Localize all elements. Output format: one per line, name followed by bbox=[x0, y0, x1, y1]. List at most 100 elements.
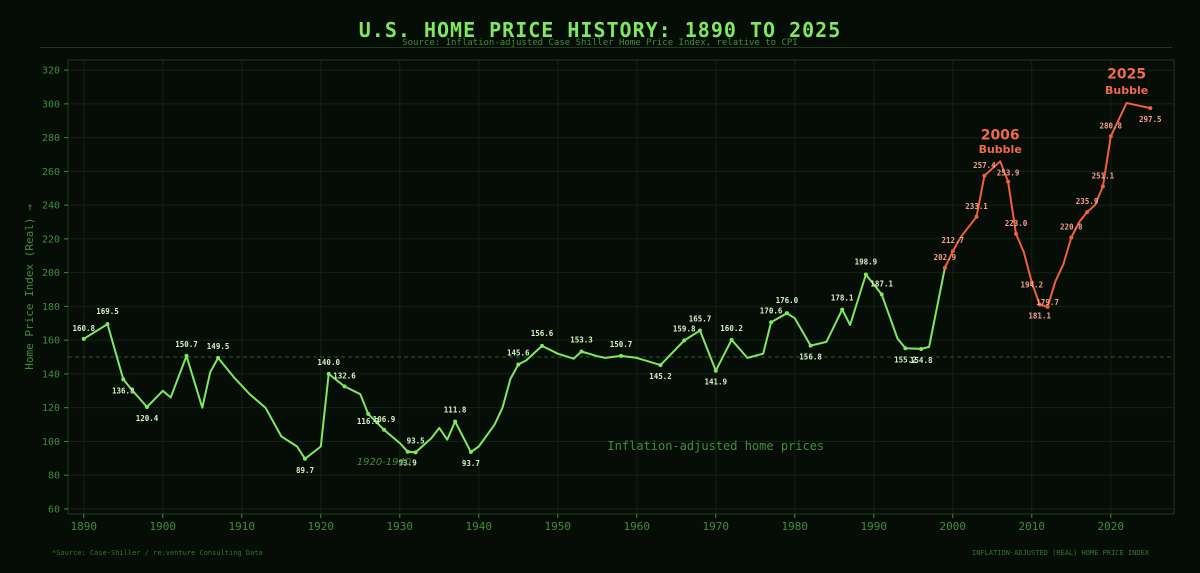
y-tick-label: 140 bbox=[42, 369, 60, 380]
footer-source: *Source: Case-Shiller / re:venture Consu… bbox=[52, 549, 263, 557]
data-label: 150.7 bbox=[175, 340, 198, 349]
data-label: 132.6 bbox=[333, 371, 356, 380]
bubble-year-label: 2025 bbox=[1107, 67, 1146, 83]
data-label: 120.4 bbox=[136, 414, 159, 423]
x-tick-label: 1890 bbox=[71, 520, 98, 533]
data-point bbox=[1108, 134, 1113, 139]
series-line-normal bbox=[82, 266, 946, 460]
era-label: 1920-1940 bbox=[357, 457, 412, 468]
data-point bbox=[382, 427, 386, 432]
x-tick-label: 2010 bbox=[1019, 520, 1046, 533]
data-label: 150.7 bbox=[610, 340, 633, 349]
header-divider bbox=[40, 47, 1172, 48]
data-label: 280.8 bbox=[1100, 121, 1123, 130]
y-tick-label: 300 bbox=[42, 99, 60, 110]
data-label: 187.1 bbox=[870, 279, 893, 288]
data-label: 251.1 bbox=[1092, 171, 1115, 180]
x-tick-label: 2020 bbox=[1098, 520, 1125, 533]
data-label: 155.2 bbox=[894, 355, 917, 364]
y-tick-label: 280 bbox=[42, 133, 60, 144]
data-point bbox=[974, 214, 979, 219]
x-tick-label: 1900 bbox=[150, 520, 177, 533]
data-label: 181.1 bbox=[1028, 312, 1051, 321]
data-point bbox=[619, 353, 623, 358]
bubble-year-label: 2006 bbox=[981, 127, 1020, 143]
data-point bbox=[453, 419, 458, 424]
bubble-word-label: Bubble bbox=[979, 143, 1022, 156]
data-point bbox=[1037, 302, 1042, 307]
data-point bbox=[903, 346, 908, 351]
data-label: 93.9 bbox=[399, 459, 418, 468]
y-axis-label: Home Price Index (Real) → bbox=[23, 204, 36, 370]
data-point bbox=[216, 355, 221, 360]
data-point bbox=[1006, 179, 1011, 184]
data-point bbox=[105, 322, 110, 327]
data-label: 156.8 bbox=[799, 353, 822, 362]
data-point bbox=[540, 343, 544, 348]
x-tick-label: 1910 bbox=[229, 520, 256, 533]
data-point bbox=[81, 336, 86, 341]
data-point bbox=[698, 328, 702, 333]
data-point bbox=[342, 384, 347, 389]
x-tick-label: 1950 bbox=[545, 520, 572, 533]
data-point bbox=[863, 272, 868, 277]
y-tick-label: 160 bbox=[42, 336, 60, 347]
data-point bbox=[769, 320, 774, 325]
data-point bbox=[579, 349, 584, 354]
data-label: 198.9 bbox=[855, 258, 878, 267]
data-point bbox=[1148, 106, 1153, 111]
data-label: 106.9 bbox=[373, 415, 396, 424]
data-point bbox=[713, 368, 718, 373]
data-label: 169.5 bbox=[96, 307, 119, 316]
data-label: 202.9 bbox=[934, 253, 957, 262]
data-label: 178.1 bbox=[831, 294, 854, 303]
data-label: 235.9 bbox=[1076, 197, 1099, 206]
data-point bbox=[950, 249, 955, 254]
data-label: 116.3 bbox=[357, 417, 380, 426]
y-tick-label: 60 bbox=[48, 504, 60, 515]
data-point bbox=[405, 449, 410, 454]
data-point bbox=[1029, 280, 1034, 285]
y-tick-label: 200 bbox=[42, 268, 60, 279]
data-point bbox=[516, 362, 521, 367]
bubble-word-label: Bubble bbox=[1105, 84, 1148, 97]
x-tick-label: 1940 bbox=[466, 520, 493, 533]
data-label: 253.9 bbox=[997, 169, 1020, 178]
data-label: 220.8 bbox=[1060, 223, 1083, 232]
data-point bbox=[413, 450, 418, 455]
data-point bbox=[784, 311, 789, 316]
data-label: 145.6 bbox=[507, 348, 530, 357]
data-label: 145.2 bbox=[649, 372, 672, 381]
data-label: 176.0 bbox=[776, 296, 799, 305]
x-tick-label: 2000 bbox=[940, 520, 967, 533]
chart-title: U.S. HOME PRICE HISTORY: 1890 TO 2025 bbox=[358, 18, 842, 42]
data-label: 89.7 bbox=[296, 466, 314, 475]
data-point bbox=[682, 338, 687, 343]
x-tick-label: 1980 bbox=[782, 520, 809, 533]
x-tick-label: 1930 bbox=[387, 520, 414, 533]
data-point bbox=[303, 456, 307, 461]
series-line-bubble bbox=[943, 160, 1049, 308]
data-point bbox=[326, 371, 331, 376]
data-label: 165.7 bbox=[689, 315, 712, 324]
y-tick-label: 220 bbox=[42, 234, 60, 245]
data-point bbox=[468, 450, 473, 455]
data-label: 136.8 bbox=[112, 386, 135, 395]
data-label: 156.6 bbox=[531, 329, 554, 338]
data-point bbox=[919, 346, 924, 351]
data-point bbox=[658, 363, 663, 368]
data-point bbox=[1014, 231, 1018, 236]
y-tick-label: 240 bbox=[42, 201, 60, 212]
data-label: 194.2 bbox=[1021, 280, 1044, 289]
y-tick-label: 180 bbox=[42, 302, 60, 313]
y-tick-label: 80 bbox=[48, 471, 60, 482]
data-label: 159.8 bbox=[673, 325, 696, 334]
footer-caption: INFLATION-ADJUSTED (REAL) HOME PRICE IND… bbox=[972, 549, 1150, 557]
data-label: 223.0 bbox=[1005, 219, 1028, 228]
plot-frame bbox=[67, 59, 1175, 515]
data-point bbox=[1045, 304, 1050, 309]
x-tick-label: 1990 bbox=[861, 520, 888, 533]
data-label: 154.8 bbox=[910, 356, 933, 365]
x-tick-label: 1920 bbox=[308, 520, 335, 533]
